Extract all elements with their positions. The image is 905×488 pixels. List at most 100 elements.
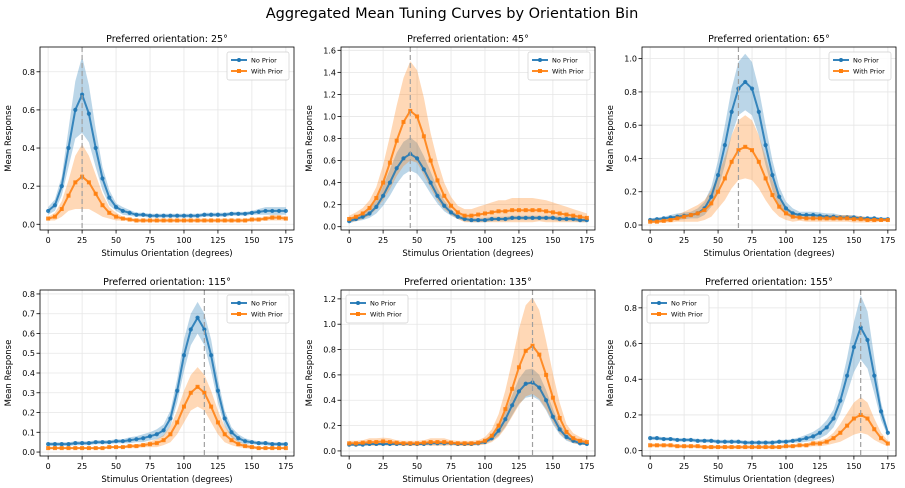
x-tick-label: 25: [378, 462, 388, 471]
data-point: [811, 212, 816, 218]
data-point: [449, 440, 454, 445]
data-point: [872, 373, 877, 378]
y-tick-label: 0.8: [323, 346, 336, 355]
x-axis-label: Stimulus Orientation (degrees): [703, 475, 834, 485]
y-tick-label: 0.6: [22, 329, 35, 338]
data-point: [360, 211, 365, 216]
axes-frame: [39, 46, 295, 231]
y-tick-label: 0.7: [22, 310, 35, 319]
data-point: [654, 436, 660, 441]
data-point: [114, 214, 119, 219]
data-point: [195, 384, 200, 389]
data-point: [770, 173, 775, 178]
data-point: [86, 180, 91, 185]
data-point: [476, 217, 481, 223]
data-point: [387, 160, 392, 165]
legend: No Prior With Prior: [226, 51, 290, 81]
data-point: [804, 216, 809, 221]
band-with-prior: [349, 297, 587, 446]
data-point: [148, 442, 153, 447]
data-point: [516, 365, 521, 370]
data-point: [229, 430, 234, 435]
data-point: [817, 441, 822, 446]
legend: No Prior With Prior: [828, 51, 892, 81]
y-tick-label: 0.0: [323, 447, 336, 456]
x-tick-label: 100: [778, 462, 793, 471]
data-point: [120, 208, 125, 214]
data-point: [571, 213, 576, 218]
data-point: [564, 216, 569, 222]
data-point: [648, 219, 653, 224]
x-tick-label: 150: [846, 236, 861, 245]
data-point: [510, 215, 515, 220]
y-tick-label: 0.4: [323, 179, 336, 188]
data-point: [851, 217, 856, 222]
data-point: [181, 213, 187, 218]
data-point: [577, 217, 583, 223]
data-point: [811, 441, 816, 446]
band-with-prior: [650, 397, 888, 449]
y-tick-label: 0.2: [22, 182, 35, 191]
data-point: [804, 443, 809, 448]
data-point: [243, 218, 248, 223]
data-point: [544, 398, 549, 403]
data-point: [52, 203, 58, 208]
subplot-45: 0 25 50 75 100 125 150 175 0.0 0.2 0.4 0.6 0.8 1.0 1.2…: [305, 34, 596, 259]
data-point: [462, 213, 467, 218]
data-point: [675, 216, 680, 221]
data-point: [175, 213, 180, 218]
data-point: [93, 191, 98, 196]
y-tick-label: 0.6: [323, 157, 336, 166]
data-point: [790, 214, 795, 219]
band-with-prior: [48, 144, 286, 223]
data-point: [838, 216, 843, 221]
data-point: [394, 440, 399, 445]
x-tick-label: 150: [244, 236, 259, 245]
x-tick-label: 175: [579, 236, 594, 245]
data-point: [496, 216, 501, 222]
y-tick-label: 1.4: [323, 68, 336, 77]
data-point: [59, 442, 64, 447]
data-point: [209, 353, 214, 358]
data-point: [256, 441, 261, 446]
data-point: [668, 443, 673, 448]
data-point: [797, 437, 802, 443]
legend-marker: [356, 301, 360, 305]
data-point: [885, 430, 890, 435]
x-tick-label: 125: [812, 236, 827, 245]
data-point: [236, 218, 241, 223]
legend-marker: [237, 58, 241, 62]
data-point: [550, 210, 555, 215]
data-point: [270, 442, 275, 447]
data-point: [688, 213, 693, 218]
x-tick-label: 50: [111, 462, 121, 471]
data-point: [750, 148, 755, 153]
data-point: [428, 180, 433, 185]
data-point: [872, 218, 877, 223]
band-no-prior: [349, 137, 587, 224]
legend: No Prior With Prior: [345, 294, 409, 324]
data-point: [777, 204, 782, 209]
subplot-title: Preferred orientation: 65°: [708, 34, 830, 45]
x-tick-label: 75: [446, 236, 456, 245]
y-tick-label: 0.2: [22, 409, 35, 418]
data-point: [168, 432, 173, 437]
x-tick-label: 0: [648, 236, 653, 245]
data-point: [86, 446, 91, 451]
data-point: [202, 218, 207, 223]
legend-marker: [538, 69, 542, 73]
legend-label: With Prior: [251, 311, 283, 319]
data-point: [73, 180, 78, 185]
data-point: [790, 211, 795, 216]
data-point: [188, 213, 193, 218]
data-point: [783, 206, 789, 211]
y-tick-label: 1.2: [323, 90, 336, 99]
data-point: [46, 216, 51, 221]
data-point: [175, 420, 180, 425]
data-point: [858, 217, 863, 222]
x-tick-label: 150: [244, 462, 259, 471]
data-point: [52, 446, 57, 451]
data-point: [455, 441, 460, 446]
data-point: [80, 441, 85, 446]
data-point: [845, 216, 850, 221]
